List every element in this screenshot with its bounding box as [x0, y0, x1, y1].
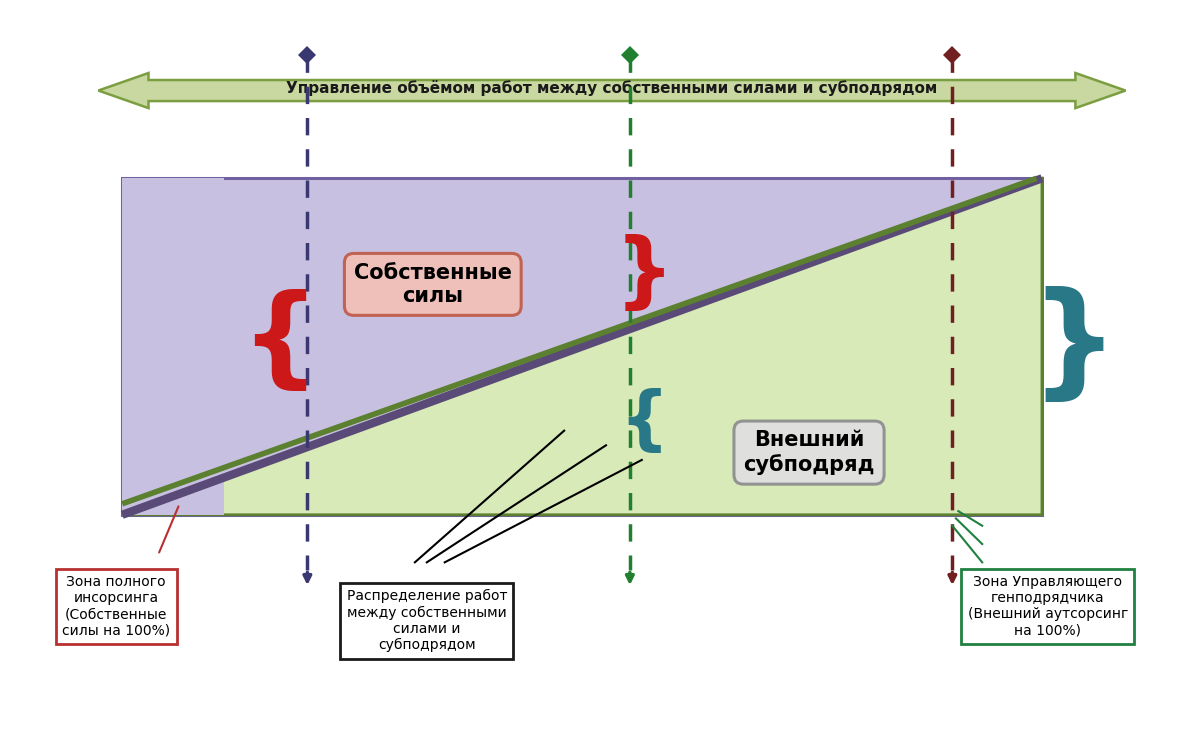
Text: {: {	[619, 388, 668, 455]
Bar	[122, 178, 223, 514]
Text: Зона полного
инсорсинга
(Собственные
силы на 100%): Зона полного инсорсинга (Собственные сил…	[62, 575, 170, 638]
Text: Зона Управляющего
генподрядчика
(Внешний аутсорсинг
на 100%): Зона Управляющего генподрядчика (Внешний…	[967, 575, 1128, 638]
Text: Внешний
субподряд: Внешний субподряд	[743, 430, 875, 475]
Text: }: }	[1030, 286, 1118, 407]
Polygon shape	[122, 178, 1042, 514]
Text: Собственные
силы: Собственные силы	[354, 263, 511, 306]
Text: {: {	[240, 290, 319, 397]
Text: Распределение работ
между собственными
силами и
субподрядом: Распределение работ между собственными с…	[347, 590, 508, 652]
Polygon shape	[98, 73, 1126, 108]
Bar	[122, 178, 1042, 514]
Text: Управление объёмом работ между собственными силами и субподрядом: Управление объёмом работ между собственн…	[287, 80, 937, 97]
Text: }: }	[614, 234, 674, 315]
